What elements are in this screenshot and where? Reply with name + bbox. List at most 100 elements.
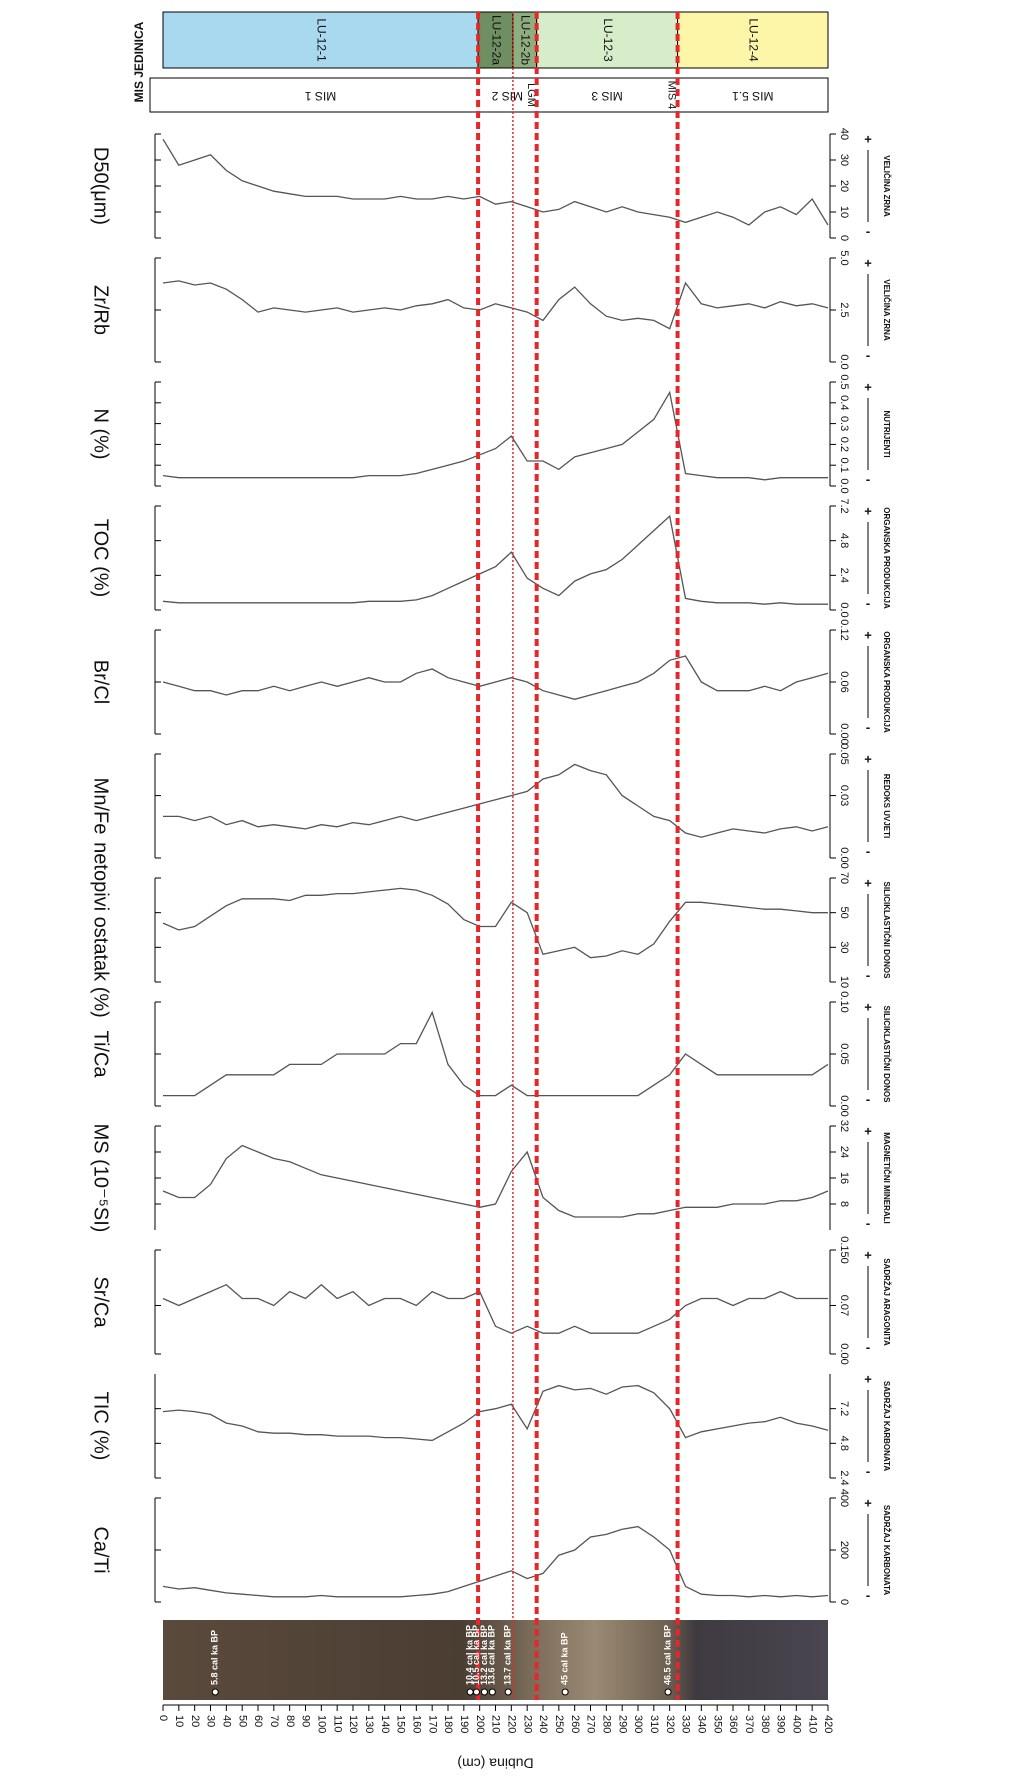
- depth-tick-label: 260: [569, 1715, 581, 1733]
- depth-tick-label: 360: [727, 1715, 739, 1733]
- depth-tick-label: 50: [236, 1715, 248, 1727]
- depth-tick-label: 130: [363, 1715, 375, 1733]
- mis-marker: MIS 4: [666, 81, 678, 110]
- y-axis-label: TIC (%): [90, 1392, 112, 1461]
- date-label: 10.5 cal ka BP: [471, 1625, 481, 1685]
- depth-tick-label: 0: [157, 1715, 169, 1721]
- direction-low: -: [866, 471, 870, 486]
- y-tick-label: 30: [838, 154, 850, 166]
- depth-axis-label: Dubina (cm): [457, 1755, 533, 1771]
- lu-label: LU-12-1: [314, 18, 328, 62]
- y-tick-label: 0.06: [838, 671, 850, 692]
- y-tick-label: 0.3: [838, 416, 850, 431]
- date-label: 10.4 cal ka BP: [465, 1625, 475, 1685]
- direction-high: +: [864, 131, 872, 146]
- direction-low: -: [866, 1587, 870, 1602]
- data-line: [162, 655, 829, 700]
- y-tick-label: 0.10: [838, 991, 850, 1012]
- depth-tick-label: 180: [442, 1715, 454, 1733]
- date-label: 13.2 cal ka BP: [479, 1625, 489, 1685]
- depth-tick-label: 160: [410, 1715, 422, 1733]
- data-line: [162, 280, 829, 330]
- lu-label: LU-12-4: [747, 18, 761, 62]
- y-tick-label: 32: [838, 1120, 850, 1132]
- y-tick-label: 0.0: [838, 478, 850, 493]
- y-tick-label: 2.5: [838, 302, 850, 317]
- depth-tick-label: 120: [347, 1715, 359, 1733]
- y-tick-label: 7.2: [838, 498, 850, 513]
- depth-tick-label: 280: [600, 1715, 612, 1733]
- depth-tick-label: 420: [822, 1715, 834, 1733]
- depth-tick-label: 410: [806, 1715, 818, 1733]
- depth-tick-label: 210: [490, 1715, 502, 1733]
- depth-tick-label: 60: [252, 1715, 264, 1727]
- depth-tick-label: 200: [474, 1715, 486, 1733]
- direction-high: +: [864, 999, 872, 1014]
- data-line: [162, 1384, 829, 1442]
- direction-high: +: [864, 503, 872, 518]
- group-label: SADRŽAJ KARBONATA: [882, 1505, 891, 1596]
- depth-tick-label: 320: [664, 1715, 676, 1733]
- y-axis-label: D50(μm): [90, 147, 112, 225]
- direction-high: +: [864, 627, 872, 642]
- y-tick-label: 0.4: [838, 395, 850, 410]
- y-axis-label: netopivi ostatak (%): [90, 842, 112, 1018]
- y-axis-label: N (%): [90, 408, 112, 459]
- direction-high: +: [864, 1247, 872, 1262]
- date-label: 5.8 cal ka BP: [210, 1630, 220, 1685]
- depth-tick-label: 340: [695, 1715, 707, 1733]
- mis-label: MIS 5.1: [732, 89, 774, 103]
- group-label: NUTRIJENTI: [882, 410, 891, 457]
- direction-low: -: [866, 967, 870, 982]
- mis-label: MIS 3: [591, 89, 623, 103]
- y-tick-label: 0.00: [838, 1343, 850, 1364]
- group-label: SADRŽAJ ARAGONITA: [882, 1258, 891, 1346]
- date-label: 13.7 cal ka BP: [503, 1625, 513, 1685]
- y-axis-label: Mn/Fe: [90, 778, 112, 835]
- data-line: [162, 887, 828, 959]
- data-line: [162, 1525, 829, 1598]
- depth-tick-label: 170: [426, 1715, 438, 1733]
- y-tick-label: 0.0: [838, 602, 850, 617]
- lu-unit: [536, 11, 679, 69]
- y-axis-label: Ca/Ti: [90, 1526, 112, 1573]
- depth-tick-label: 330: [680, 1715, 692, 1733]
- y-axis-label: Zr/Rb: [90, 285, 112, 335]
- depth-tick-label: 250: [553, 1715, 565, 1733]
- depth-tick-label: 380: [759, 1715, 771, 1733]
- data-line: [163, 763, 829, 838]
- y-tick-label: 0: [838, 1599, 850, 1605]
- group-label: ORGANSKA PRODUKCIJA: [882, 631, 891, 733]
- lu-label: LU-12-3: [601, 18, 615, 62]
- y-tick-label: 2.4: [838, 568, 850, 583]
- data-line: [162, 1283, 828, 1334]
- group-label: ORGANSKA PRODUKCIJA: [882, 507, 891, 609]
- direction-low: -: [866, 843, 870, 858]
- y-tick-label: 0.150: [838, 1236, 850, 1264]
- date-marker: [466, 1688, 474, 1696]
- y-tick-label: 8: [838, 1201, 850, 1207]
- group-label: SILICIKLASTIČNI DONOS: [882, 1006, 891, 1104]
- y-axis-label: Br/Cl: [90, 660, 112, 704]
- depth-tick-label: 20: [189, 1715, 201, 1727]
- y-tick-label: 20: [838, 180, 850, 192]
- group-label: MAGNETIČNI MINERALI: [882, 1132, 891, 1224]
- depth-tick-label: 220: [505, 1715, 517, 1733]
- y-tick-label: 24: [838, 1146, 850, 1158]
- date-marker: [504, 1688, 512, 1696]
- group-label: VELIČINA ZRNA: [882, 279, 891, 341]
- y-tick-label: 30: [838, 941, 850, 953]
- y-tick-label: 0.05: [838, 1043, 850, 1064]
- header-title: MIS JEDINICA: [132, 21, 146, 102]
- y-axis-label: MS (10⁻⁵SI): [90, 1124, 112, 1233]
- date-marker: [561, 1688, 569, 1696]
- direction-low: -: [866, 719, 870, 734]
- data-line: [163, 1010, 829, 1097]
- direction-high: +: [864, 875, 872, 890]
- y-tick-label: 0.00: [838, 723, 850, 744]
- depth-tick-label: 390: [775, 1715, 787, 1733]
- y-axis-label: Ti/Ca: [90, 1030, 112, 1078]
- direction-low: -: [866, 223, 870, 238]
